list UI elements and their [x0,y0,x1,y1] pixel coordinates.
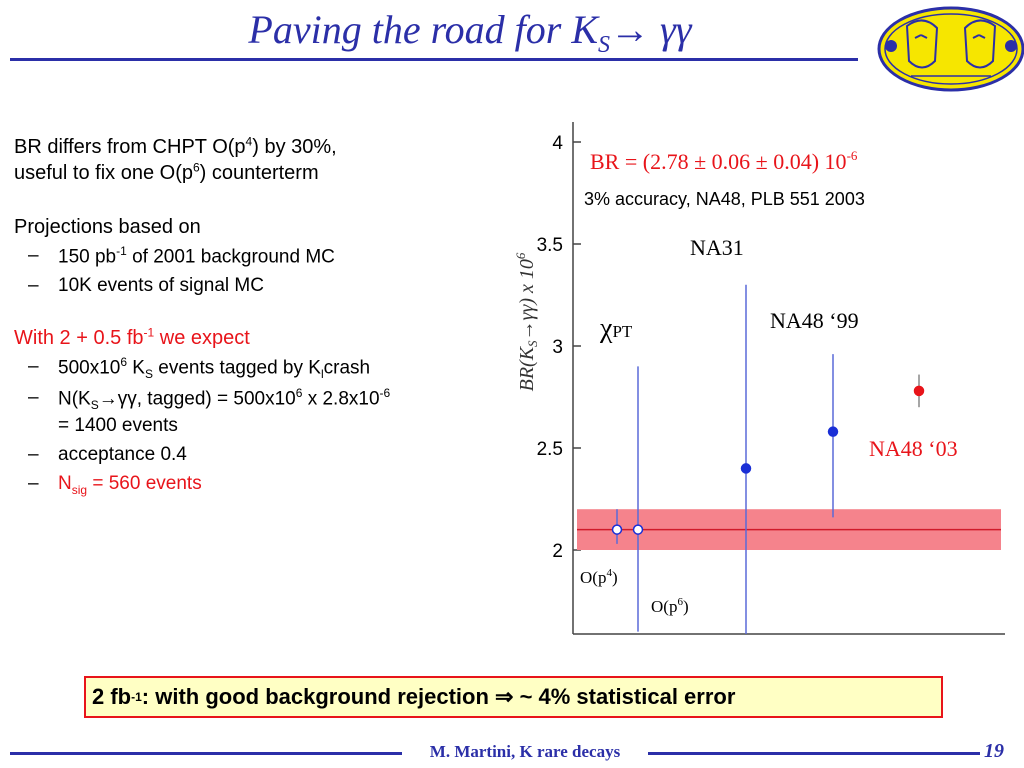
label-op4: O(p4) [580,567,618,587]
label-chi-pt: χPT [599,313,633,344]
conclusion-callout: 2 fb -1: with good background rejection ⇒… [84,676,943,718]
data-point [827,426,839,437]
slide-title: Paving the road for KS→ γγ [248,7,692,58]
label-na31: NA31 [690,235,744,260]
data-point [740,463,752,474]
page-number: 19 [984,740,1004,762]
data-point [611,524,623,535]
label-op6: O(p6) [651,596,689,616]
proj-item-bg: –150 pb-1 of 2001 background MC [28,244,335,268]
label-na48-99: NA48 ‘99 [770,308,859,333]
proj-item-signal: –10K events of signal MC [28,275,264,297]
expect-item-n: – N(KS→γγ, tagged) = 500x106 x 2.8x10-6 = … [28,386,391,437]
expect-item-tagged: –500x106 KS events tagged by Klcrash [28,354,371,381]
footer-rule-right [648,752,980,755]
expect-item-acceptance: – acceptance 0.4 [28,443,187,465]
counterterm-line: useful to fix one O(p6) counterterm [14,160,319,184]
projections-heading: Projections based on [14,216,201,238]
expect-heading: With 2 + 0.5 fb-1 we expect [14,325,250,349]
footer-rule-left [10,752,402,755]
y-tick-label: 2.5 [537,439,563,460]
title-rule [10,58,858,61]
kloe-logo-icon [877,6,1024,92]
y-tick-label: 2 [552,541,563,562]
y-tick-label: 4 [552,133,563,154]
expect-item-nsig: – Nsig = 560 events [28,472,202,497]
label-na48-03: NA48 ‘03 [869,436,958,461]
data-point [913,385,925,397]
br-differs-line: BR differs from CHPT O(p4) by 30%, [14,134,337,158]
data-point [632,524,644,535]
y-tick-label: 3 [552,337,563,358]
y-tick-label: 3.5 [537,235,563,256]
y-axis-label: BR(KS→γγ) x 106 [513,252,540,391]
bullet-text: BR differs from CHPT O(p4) by 30%, usefu… [14,134,524,502]
br-annotation: BR = (2.78 ± 0.06 ± 0.04) 10-6 [590,148,858,174]
br-chart: 2 2.5 3 3.5 4 BR(KS→γγ) x 106 BR = (2.78 ± 0… [513,122,1005,635]
footer-author: M. Martini, K rare decays [429,742,621,761]
accuracy-annotation: 3% accuracy, NA48, PLB 551 2003 [584,189,865,209]
